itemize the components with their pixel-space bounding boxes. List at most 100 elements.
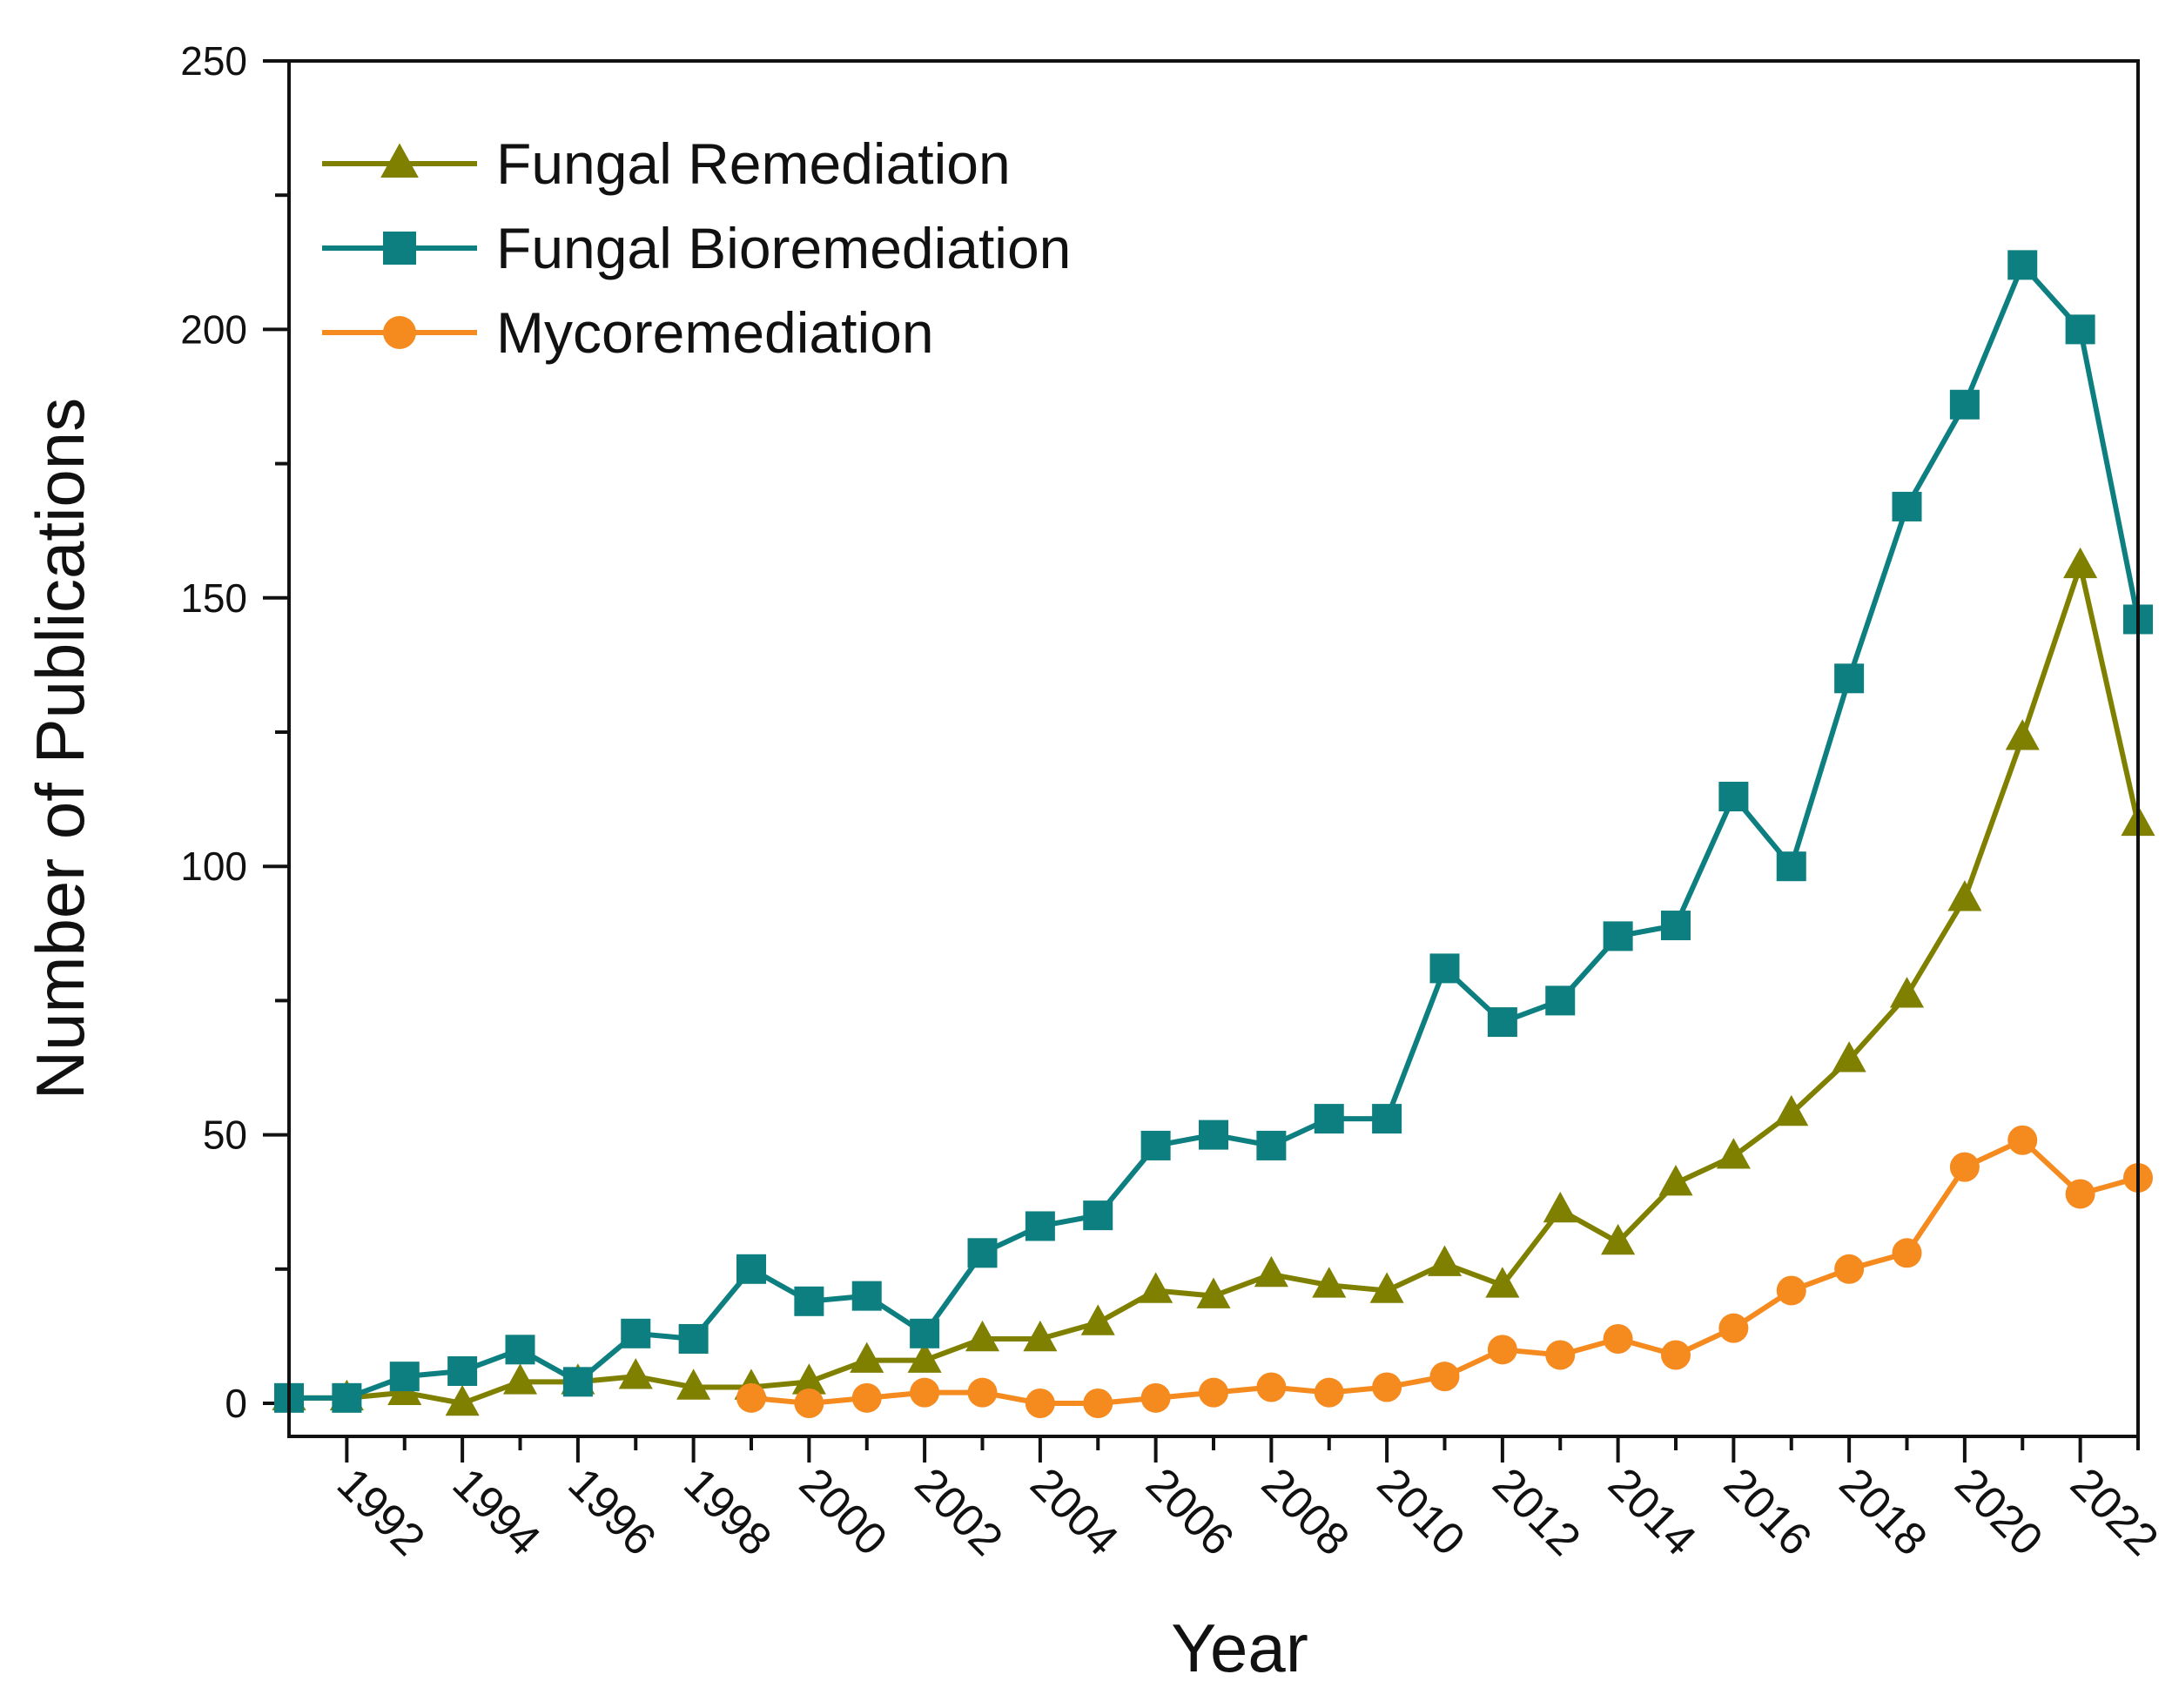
legend-label: Mycoremediation [496, 300, 934, 365]
x-tick-label: 2010 [1368, 1458, 1475, 1565]
legend-marker [383, 316, 416, 349]
legend-entry-fungal-remediation: Fungal Remediation [322, 131, 1011, 196]
data-point-fungal-remediation [1601, 1223, 1636, 1255]
y-tick-label: 100 [180, 844, 247, 889]
data-point-fungal-bioremediation [2007, 250, 2038, 280]
data-point-fungal-remediation [1543, 1191, 1577, 1223]
data-point-mycoremediation [910, 1377, 940, 1408]
data-point-fungal-remediation [1832, 1041, 1866, 1073]
data-point-fungal-bioremediation [2065, 314, 2095, 345]
y-tick-label: 250 [180, 38, 247, 84]
data-point-fungal-bioremediation [447, 1355, 478, 1386]
data-point-fungal-remediation [1485, 1267, 1520, 1298]
data-point-fungal-remediation [1023, 1320, 1058, 1352]
data-point-fungal-remediation [618, 1358, 653, 1389]
x-tick-label: 1992 [327, 1458, 434, 1565]
data-point-fungal-remediation [965, 1320, 1000, 1352]
data-point-fungal-bioremediation [1256, 1130, 1287, 1160]
data-point-mycoremediation [1025, 1389, 1055, 1418]
data-point-fungal-bioremediation [562, 1367, 593, 1397]
data-point-fungal-bioremediation [1949, 389, 1980, 420]
data-point-mycoremediation [1372, 1372, 1402, 1402]
legend-marker [380, 143, 419, 178]
data-point-fungal-remediation [1427, 1245, 1463, 1276]
data-point-fungal-bioremediation [1140, 1130, 1171, 1160]
data-point-mycoremediation [794, 1389, 824, 1418]
data-point-fungal-bioremediation [851, 1281, 882, 1311]
data-point-mycoremediation [1083, 1389, 1113, 1418]
data-point-fungal-bioremediation [389, 1362, 420, 1392]
data-point-fungal-remediation [1716, 1138, 1751, 1169]
legend-entry-fungal-bioremediation: Fungal Bioremediation [322, 216, 1071, 280]
x-tick-label: 2014 [1598, 1458, 1705, 1565]
data-point-fungal-remediation [907, 1342, 942, 1373]
data-point-fungal-bioremediation [1487, 1007, 1517, 1038]
data-point-mycoremediation [1199, 1377, 1228, 1408]
x-tick-label: 2012 [1483, 1458, 1590, 1565]
data-point-mycoremediation [1603, 1323, 1633, 1354]
series-fungal-bioremediation [274, 250, 2153, 1413]
data-point-fungal-bioremediation [1545, 985, 1576, 1016]
data-point-fungal-bioremediation [1661, 911, 1691, 941]
series-layer [272, 250, 2155, 1418]
data-point-fungal-remediation [502, 1363, 538, 1395]
data-point-mycoremediation [967, 1377, 998, 1408]
x-tick-label: 2006 [1136, 1458, 1243, 1565]
legend: Fungal Remediation Fungal Bioremediation M… [322, 131, 1071, 365]
data-point-fungal-bioremediation [1429, 953, 1460, 984]
x-tick-label: 2008 [1252, 1458, 1359, 1565]
x-tick-label: 1996 [558, 1458, 665, 1565]
data-point-fungal-bioremediation [1199, 1120, 1228, 1150]
data-point-fungal-bioremediation [1603, 921, 1633, 952]
y-tick-label: 200 [180, 306, 247, 352]
legend-entry-mycoremediation: Mycoremediation [322, 300, 934, 365]
x-tick-label: 1998 [674, 1458, 781, 1565]
legend-marker [383, 232, 416, 265]
data-point-fungal-remediation [2005, 719, 2040, 750]
data-point-mycoremediation [1718, 1313, 1749, 1343]
data-point-mycoremediation [1314, 1377, 1344, 1408]
series-fungal-remediation [272, 547, 2155, 1416]
data-point-fungal-bioremediation [505, 1335, 535, 1365]
x-tick-label: 2004 [1020, 1458, 1127, 1565]
data-point-fungal-bioremediation [1834, 663, 1865, 694]
data-point-mycoremediation [1834, 1254, 1865, 1284]
data-point-fungal-bioremediation [910, 1318, 940, 1348]
data-point-mycoremediation [1776, 1275, 1806, 1306]
data-point-mycoremediation [851, 1382, 882, 1413]
x-tick-label: 1994 [443, 1458, 550, 1565]
y-axis-title: Number of Publications [22, 398, 98, 1099]
data-point-fungal-remediation [1196, 1277, 1231, 1308]
y-tick-label: 50 [203, 1113, 247, 1158]
data-point-fungal-remediation [1080, 1304, 1115, 1335]
x-tick-label: 2022 [2061, 1458, 2168, 1565]
data-point-mycoremediation [1545, 1340, 1576, 1370]
data-point-fungal-bioremediation [1314, 1104, 1344, 1134]
x-tick-label: 2020 [1945, 1458, 2052, 1565]
y-tick-label: 0 [225, 1381, 247, 1426]
data-point-mycoremediation [1256, 1372, 1287, 1402]
data-point-mycoremediation [1140, 1382, 1171, 1413]
data-point-fungal-bioremediation [1372, 1104, 1402, 1134]
data-point-fungal-bioremediation [1892, 491, 1922, 521]
data-point-fungal-remediation [1658, 1165, 1693, 1196]
data-point-fungal-bioremediation [1718, 782, 1749, 812]
data-point-fungal-remediation [791, 1363, 826, 1395]
data-point-fungal-remediation [676, 1368, 711, 1400]
plot-frame [287, 59, 2140, 1438]
series-mycoremediation [736, 1125, 2153, 1418]
x-tick-label: 2016 [1714, 1458, 1821, 1565]
series-line-fungal-bioremediation [289, 262, 2141, 1401]
x-axis-title: Year [1171, 1610, 1308, 1686]
x-tick-label: 2018 [1830, 1458, 1937, 1565]
data-point-mycoremediation [1487, 1335, 1517, 1365]
data-point-fungal-bioremediation [1025, 1211, 1055, 1241]
data-point-mycoremediation [2007, 1125, 2038, 1155]
data-point-fungal-remediation [1889, 977, 1925, 1008]
data-point-mycoremediation [1949, 1152, 1980, 1182]
data-point-fungal-remediation [1139, 1272, 1173, 1303]
data-point-fungal-remediation [850, 1342, 884, 1373]
data-point-fungal-bioremediation [1083, 1200, 1113, 1231]
